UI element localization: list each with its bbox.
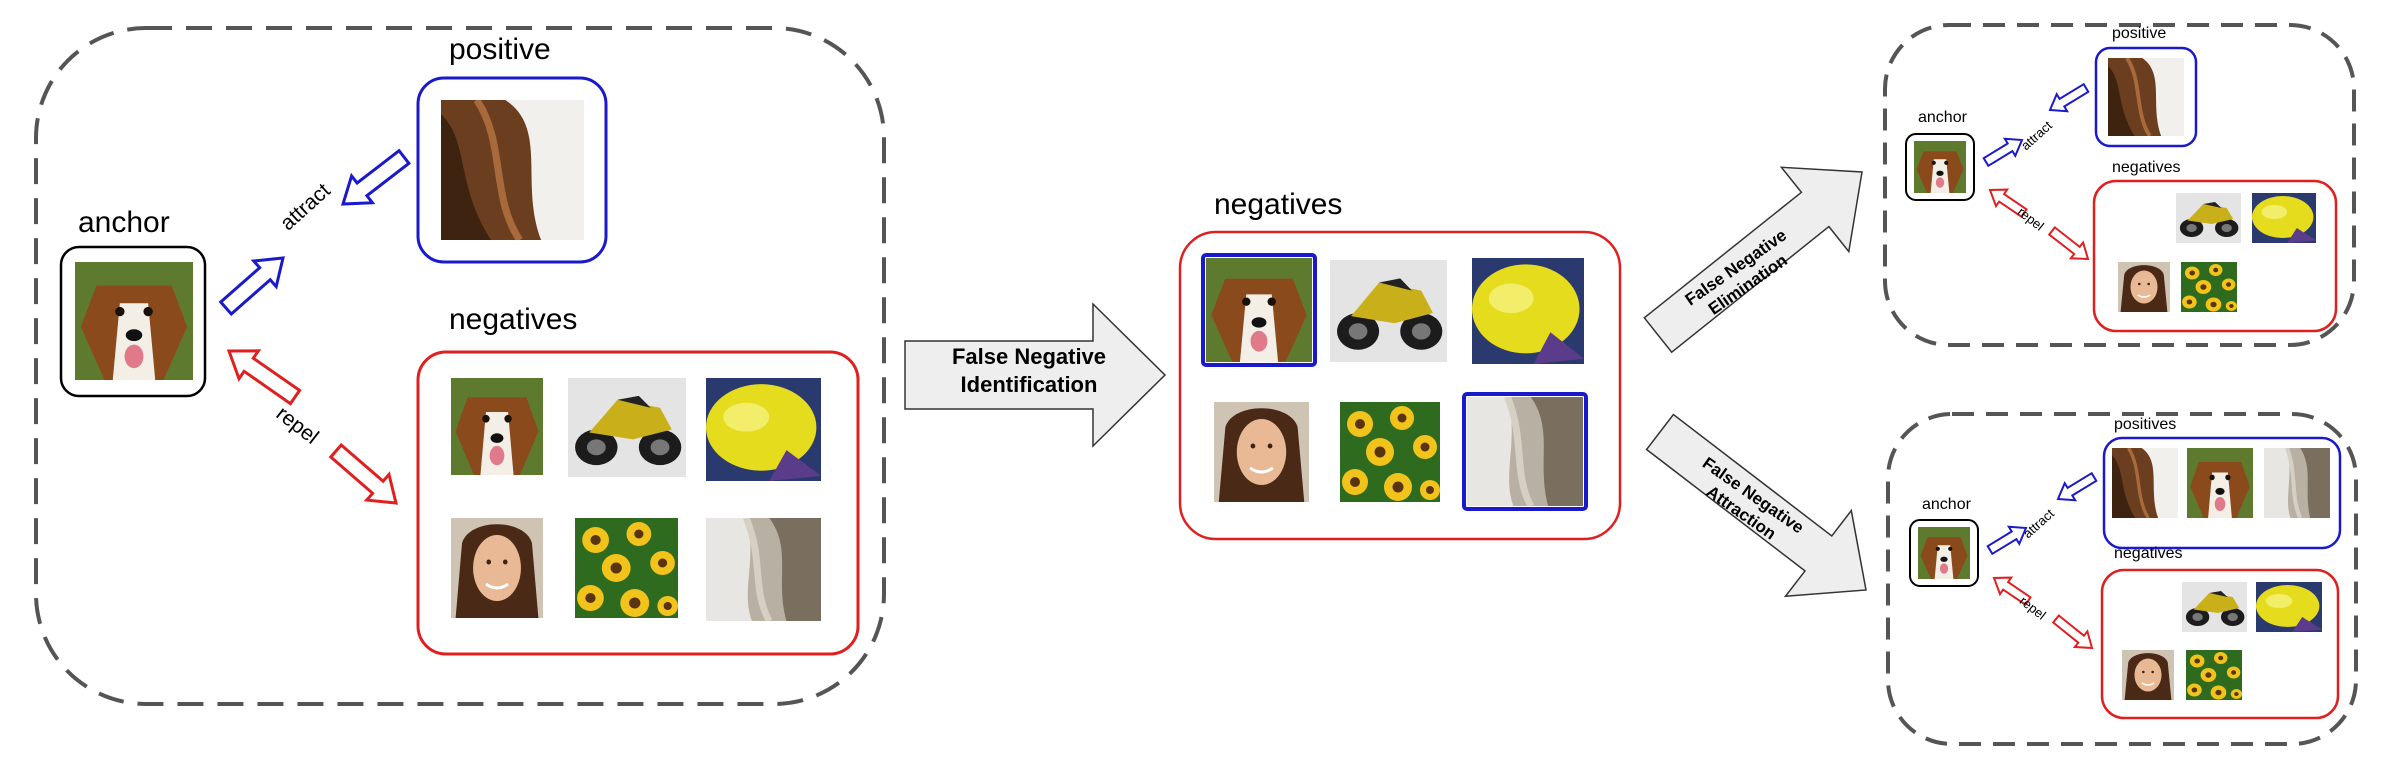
top-right-positive-label: positive [2112,25,2167,42]
left-dashed-panel [34,26,886,706]
top-right-anchor-label: anchor [1918,109,1967,126]
middle-neg-dog-image [1206,258,1312,362]
middle-neg-blurred-highlight [1462,392,1588,511]
attraction-arrow [1645,413,1867,598]
bottom-right-positive-attract-arrow [2056,471,2098,502]
left-neg-dog-image [451,378,543,475]
left-neg-sunflowers-image [575,518,678,618]
top-right-anchor-frame [1905,133,1975,201]
top-right-positive-box [2094,46,2198,148]
bottom-right-neg-sunflowers-image [2186,650,2242,700]
identification-line-1: False Negative [951,344,1107,369]
bottom-right-anchor-dog-image [1918,527,1970,579]
left-attract-arrow [218,256,285,317]
bottom-right-dashed-panel [1886,412,2358,746]
bottom-right-anchor-label: anchor [1922,496,1971,513]
left-neg-motorcycle-image [568,378,686,477]
elimination-arrow [1643,166,1863,354]
top-right-negatives-box [2092,179,2338,333]
identification-arrow [904,302,1167,448]
bottom-right-neg-fish-image [2256,582,2322,632]
left-positive-attract-arrow [340,148,412,206]
bottom-right-pos-fur-image [2112,448,2178,518]
bottom-right-pos-blurred-fur-image [2264,448,2330,518]
top-right-attract-arrow [1982,137,2024,168]
bottom-right-pos-dog-image [2187,448,2253,518]
bottom-right-positives-box [2102,436,2342,550]
top-right-repel-anchor-arrow [1988,188,2028,219]
top-right-neg-fish-image [2252,193,2316,243]
bottom-right-negatives-label: negatives [2114,545,2183,562]
bottom-right-repel-negatives-arrow [2051,614,2094,650]
bottom-right-neg-woman-image [2122,650,2174,700]
top-right-neg-motorcycle-image [2176,193,2241,243]
identification-arrow-label: False Negative Identification [905,343,1153,398]
bottom-right-negatives-box [2100,568,2340,720]
top-right-neg-sunflowers-image [2181,262,2237,312]
top-right-neg-woman-image [2118,262,2170,312]
left-anchor-label: anchor [78,206,170,239]
top-right-positive-attract-arrow [2048,82,2090,113]
left-negatives-label: negatives [449,303,578,336]
bottom-right-anchor-frame [1909,519,1979,587]
top-right-anchor-dog-image [1914,141,1966,193]
identification-line-2: Identification [960,371,1098,397]
left-anchor-frame [59,245,207,398]
left-repel-anchor-arrow [226,349,302,406]
left-anchor-dog-image [75,262,193,380]
bottom-right-neg-motorcycle-image [2182,582,2247,632]
middle-negatives-box [1178,230,1622,541]
bottom-right-repel-anchor-arrow [1992,576,2032,607]
left-neg-woman-image [451,518,543,618]
middle-neg-blurred-fur-image [1467,397,1583,506]
left-positive-label: positive [449,33,551,66]
middle-neg-dog-highlight [1201,253,1317,367]
middle-neg-sunflowers-image [1340,402,1440,502]
left-repel-negatives-arrow [328,442,398,505]
top-right-repel-negatives-arrow [2047,225,2090,261]
top-right-dashed-panel [1883,23,2356,347]
bottom-right-positives-label: positives [2114,416,2177,433]
middle-neg-fish-image [1472,258,1584,364]
left-negatives-box [416,350,860,656]
middle-neg-woman-image [1214,402,1309,502]
left-neg-blurred-fur-image [706,518,821,621]
left-positive-box [416,76,608,264]
bottom-right-attract-arrow [1986,525,2028,556]
middle-neg-motorcycle-image [1330,260,1447,362]
top-right-negatives-label: negatives [2112,159,2181,176]
middle-negatives-label: negatives [1214,188,1343,221]
left-neg-fish-image [706,378,821,481]
top-right-positive-fur-image [2108,58,2184,136]
left-positive-fur-image [441,100,584,240]
